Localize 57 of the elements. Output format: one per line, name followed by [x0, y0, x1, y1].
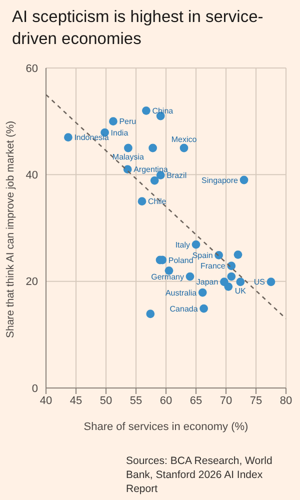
- annotation: Canada: [170, 304, 198, 314]
- annotation: Singapore: [202, 176, 239, 185]
- point: [266, 278, 276, 286]
- annotation: Spain: [192, 251, 213, 260]
- y-tick-label: 60: [26, 62, 38, 75]
- x-tick-label: 65: [190, 394, 202, 407]
- annotation: Mexico: [171, 135, 198, 144]
- x-tick-label: 75: [250, 394, 262, 407]
- point: [64, 133, 72, 142]
- annotation: Malaysia: [112, 152, 145, 162]
- source-note: Sources: BCA Research, World Bank, Stanford 2026 AI Index Report: [126, 454, 274, 496]
- point: [227, 272, 236, 281]
- point: [240, 176, 248, 184]
- annotation: Italy: [175, 240, 190, 250]
- annotation: Brazil: [166, 171, 187, 180]
- point: [109, 117, 118, 126]
- point: [200, 304, 208, 313]
- annotation: Chile: [148, 197, 167, 206]
- annotation: Germany: [151, 272, 184, 282]
- y-tick-label: 20: [26, 276, 38, 288]
- y-tick-label: 0: [32, 382, 38, 395]
- annotation: China: [152, 106, 174, 116]
- annotation: Australia: [165, 288, 198, 298]
- point: [142, 106, 150, 115]
- point: [224, 282, 233, 291]
- annotation: Peru: [119, 117, 136, 126]
- point: [198, 288, 207, 297]
- point: [148, 144, 157, 152]
- annotation: UK: [234, 286, 247, 296]
- x-tick-label: 55: [130, 394, 142, 407]
- annotation: France: [200, 262, 226, 271]
- y-axis-title: Share that think AI can improve job market (%): [4, 120, 17, 338]
- annotation: India: [110, 128, 129, 138]
- annotation: Argentina: [134, 165, 168, 174]
- x-tick-label: 45: [70, 394, 82, 407]
- chart-title: AI scepticism is highest in service-driven economies: [12, 7, 264, 50]
- annotation: Poland: [168, 256, 194, 265]
- x-tick-label: 70: [220, 394, 232, 407]
- x-tick-label: 80: [280, 394, 292, 407]
- annotation: US: [254, 278, 265, 287]
- x-tick-label: 40: [40, 394, 52, 407]
- annotation: Indonesia: [74, 133, 110, 142]
- point: [146, 310, 155, 318]
- point: [227, 262, 236, 270]
- annotation: Japan: [196, 278, 218, 287]
- point: [186, 272, 194, 281]
- point: [124, 144, 132, 152]
- point: [234, 250, 242, 259]
- x-tick-label: 60: [160, 394, 172, 407]
- x-axis-title: Share of services in economy (%): [84, 421, 248, 433]
- y-tick-label: 40: [26, 170, 38, 182]
- point: [192, 240, 200, 249]
- point: [138, 197, 146, 206]
- x-tick-label: 50: [100, 394, 112, 407]
- point: [236, 278, 245, 286]
- point: [150, 176, 159, 185]
- point: [180, 144, 188, 152]
